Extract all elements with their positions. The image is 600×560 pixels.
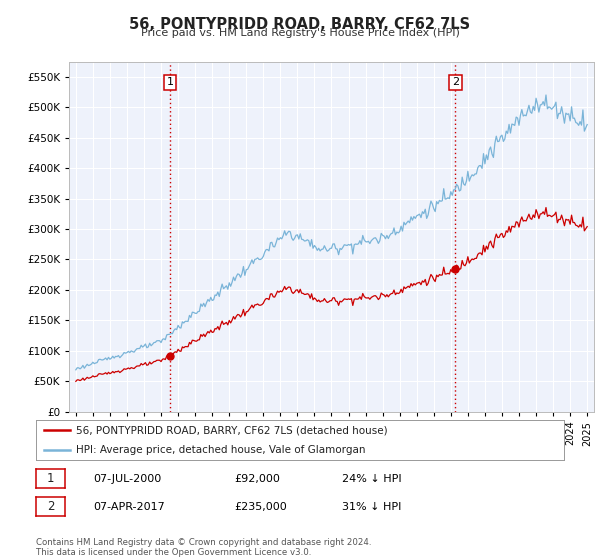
Text: 24% ↓ HPI: 24% ↓ HPI: [342, 474, 401, 484]
Text: 56, PONTYPRIDD ROAD, BARRY, CF62 7LS: 56, PONTYPRIDD ROAD, BARRY, CF62 7LS: [130, 17, 470, 32]
Text: This data is licensed under the Open Government Licence v3.0.: This data is licensed under the Open Gov…: [36, 548, 311, 557]
Text: £92,000: £92,000: [234, 474, 280, 484]
Text: 2: 2: [452, 77, 459, 87]
Text: 31% ↓ HPI: 31% ↓ HPI: [342, 502, 401, 512]
Text: £235,000: £235,000: [234, 502, 287, 512]
Text: 07-APR-2017: 07-APR-2017: [93, 502, 165, 512]
Text: 1: 1: [47, 472, 54, 486]
Text: 1: 1: [166, 77, 173, 87]
Text: 56, PONTYPRIDD ROAD, BARRY, CF62 7LS (detached house): 56, PONTYPRIDD ROAD, BARRY, CF62 7LS (de…: [76, 426, 387, 436]
Text: HPI: Average price, detached house, Vale of Glamorgan: HPI: Average price, detached house, Vale…: [76, 445, 365, 455]
Text: Price paid vs. HM Land Registry's House Price Index (HPI): Price paid vs. HM Land Registry's House …: [140, 28, 460, 38]
Text: Contains HM Land Registry data © Crown copyright and database right 2024.: Contains HM Land Registry data © Crown c…: [36, 538, 371, 547]
Text: 2: 2: [47, 500, 54, 514]
Text: 07-JUL-2000: 07-JUL-2000: [93, 474, 161, 484]
